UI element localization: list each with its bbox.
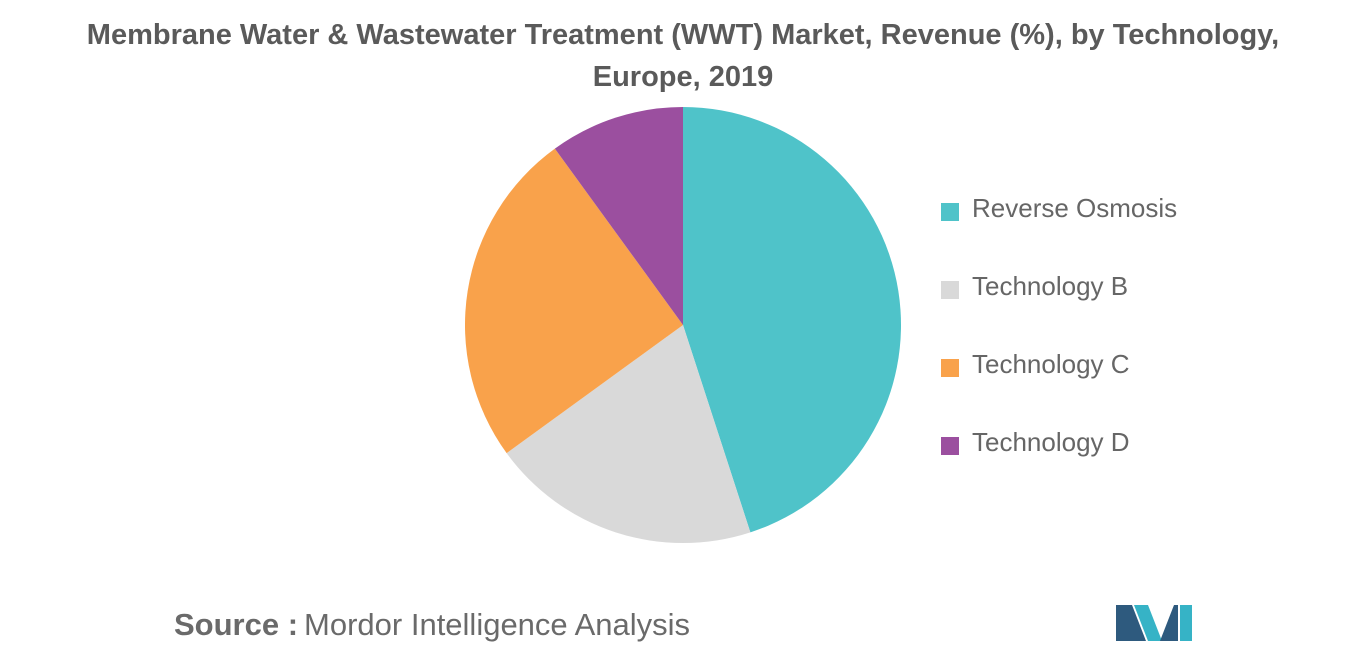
pie-slice-technology-d [554, 106, 683, 325]
source-label: Source : [174, 607, 299, 642]
legend-swatch [941, 437, 959, 455]
legend-label: Technology B [972, 271, 1129, 301]
legend-swatch [941, 203, 959, 221]
legend-swatch [941, 359, 959, 377]
pie-slice-technology-b [506, 325, 751, 544]
legend-label: Reverse Osmosis [972, 193, 1178, 223]
source-text: Mordor Intelligence Analysis [304, 607, 691, 642]
mordor-intelligence-logo-icon [1116, 605, 1192, 641]
legend-swatch [941, 281, 959, 299]
legend-label: Technology D [972, 427, 1130, 457]
pie-slice-reverse-osmosis [683, 107, 902, 533]
chart-title: Membrane Water & Wastewater Treatment (W… [0, 14, 1366, 98]
chart-title-line-2: Europe, 2019 [592, 61, 774, 93]
chart-title-line-1: Membrane Water & Wastewater Treatment (W… [86, 19, 1280, 51]
pie-slice-technology-c [464, 148, 683, 454]
pie-slices [464, 106, 902, 544]
source-note: Source : Mordor Intelligence Analysis [174, 607, 690, 643]
legend-label: Technology C [972, 349, 1130, 379]
